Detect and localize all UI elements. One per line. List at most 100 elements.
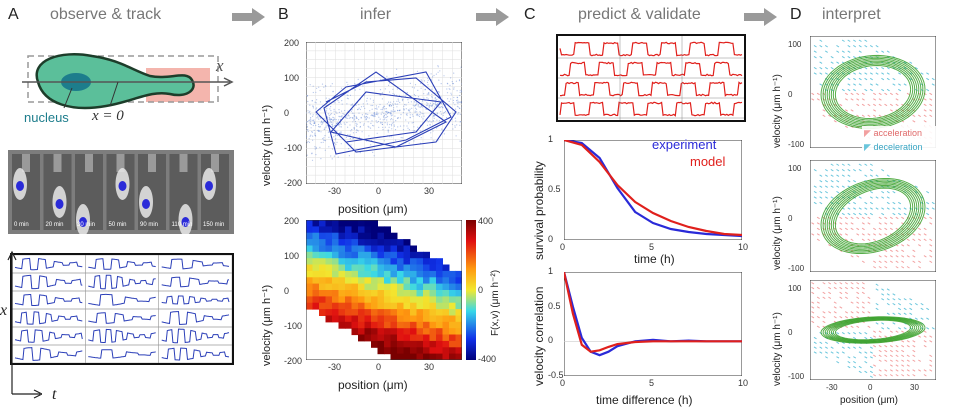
heatmap-cell xyxy=(325,226,333,234)
scatter-point xyxy=(440,113,442,115)
scatter-point xyxy=(414,111,416,113)
scatter-point xyxy=(450,94,453,96)
scatter-point xyxy=(347,84,349,86)
scatter-point xyxy=(363,123,365,125)
flow-trajectory xyxy=(832,186,914,246)
flow-arrow xyxy=(892,312,896,316)
scatter-point xyxy=(422,106,424,108)
scatter-point xyxy=(435,104,437,106)
flow-arrow xyxy=(881,207,885,210)
x-axis-symbol: x xyxy=(216,56,224,75)
model-trajectory-line xyxy=(559,101,743,117)
scatter-point xyxy=(352,137,354,139)
scatter-point xyxy=(407,127,409,129)
scatter-point xyxy=(459,140,461,142)
heatmap-cell xyxy=(306,290,313,297)
flow-arrow xyxy=(867,222,871,225)
flow-arrow xyxy=(929,364,933,367)
scatter-point xyxy=(310,117,312,119)
correlation-xtick: 0 xyxy=(560,378,566,388)
scatter-point xyxy=(414,129,416,132)
scatter-point xyxy=(400,137,402,139)
scatter-point xyxy=(459,91,461,93)
heatmap-cell xyxy=(455,334,462,342)
flow-arrow xyxy=(856,306,860,309)
heatmap-cell xyxy=(455,347,462,355)
scatter-point xyxy=(373,125,375,127)
flow-arrow xyxy=(830,61,834,64)
legend-experiment: experiment xyxy=(652,137,717,152)
flow-arrow xyxy=(903,61,907,64)
flow-arrow xyxy=(878,369,882,372)
flow-arrow xyxy=(813,50,817,53)
scatter-point xyxy=(342,113,344,115)
flow-arrow xyxy=(839,296,843,299)
micrograph-channel xyxy=(148,154,156,172)
heatmap-cell xyxy=(377,340,385,348)
flow-arrow xyxy=(856,233,860,236)
flow-arrow xyxy=(864,72,868,75)
heatmap-cell xyxy=(319,277,326,285)
d-ytick: -100 xyxy=(788,372,805,381)
phase-space-trajectory-plot xyxy=(306,42,462,184)
series-line-experiment xyxy=(564,272,742,357)
heatmap-cell xyxy=(390,328,398,336)
heatmap-cell xyxy=(364,258,372,266)
flow-trajectory xyxy=(828,60,918,124)
scatter-point xyxy=(312,85,314,87)
heatmap-cell xyxy=(384,340,391,348)
flow-arrow xyxy=(873,260,877,263)
heatmap-cell xyxy=(397,270,404,278)
scatter-point xyxy=(306,125,308,128)
flow-arrow xyxy=(850,282,854,285)
scatter-point xyxy=(335,137,337,140)
heatmap-cell xyxy=(332,245,339,253)
flow-field-plot-3 xyxy=(810,280,936,380)
scatter-point xyxy=(387,112,389,114)
flow-arrow xyxy=(886,207,890,210)
flow-arrow xyxy=(892,212,896,216)
scatter-point xyxy=(330,121,332,123)
scatter-point xyxy=(420,112,422,114)
heatmap-cell xyxy=(449,340,456,348)
scatter-point xyxy=(386,75,388,77)
flow-arrow xyxy=(901,249,905,253)
flow-arrow xyxy=(833,311,837,314)
flow-arrow xyxy=(813,72,817,75)
heatmap-cell xyxy=(403,302,411,310)
flow-arrow xyxy=(920,302,924,306)
flow-arrow xyxy=(881,327,885,330)
flow-arrow xyxy=(822,315,826,319)
heatmap-cell xyxy=(442,321,450,329)
scatter-point xyxy=(418,106,420,108)
scatter-point xyxy=(393,125,395,127)
flow-arrow xyxy=(867,216,871,220)
scatter-point xyxy=(332,119,334,121)
flow-arrow xyxy=(912,233,916,236)
flow-arrow xyxy=(892,322,896,325)
heatmap-cell xyxy=(442,270,450,278)
scatter-point xyxy=(460,102,462,104)
series-line-experiment xyxy=(564,140,742,238)
scatter-point xyxy=(328,115,330,117)
flow-arrow xyxy=(819,174,823,177)
flow-arrow xyxy=(853,361,857,364)
colorbar-tick-mid: 0 xyxy=(478,285,484,295)
flow-arrow xyxy=(895,374,899,377)
flow-arrow xyxy=(881,50,885,53)
heatmap-cell xyxy=(397,328,404,336)
scatter-point xyxy=(457,106,459,108)
flow-arrow xyxy=(861,301,865,304)
heatmap-cell xyxy=(436,264,443,272)
scatter-point xyxy=(414,107,417,109)
flow-arrow xyxy=(903,307,907,311)
flow-arrow xyxy=(856,315,860,319)
heatmap-cell xyxy=(449,270,456,278)
heatmap-cell xyxy=(319,251,326,259)
scatter-point xyxy=(426,93,428,95)
scatter-point xyxy=(318,118,320,120)
flow-arrow xyxy=(918,266,922,269)
flow-trajectory xyxy=(820,178,926,254)
heatmap-cell xyxy=(423,251,430,259)
heatmap-cell xyxy=(364,251,372,259)
